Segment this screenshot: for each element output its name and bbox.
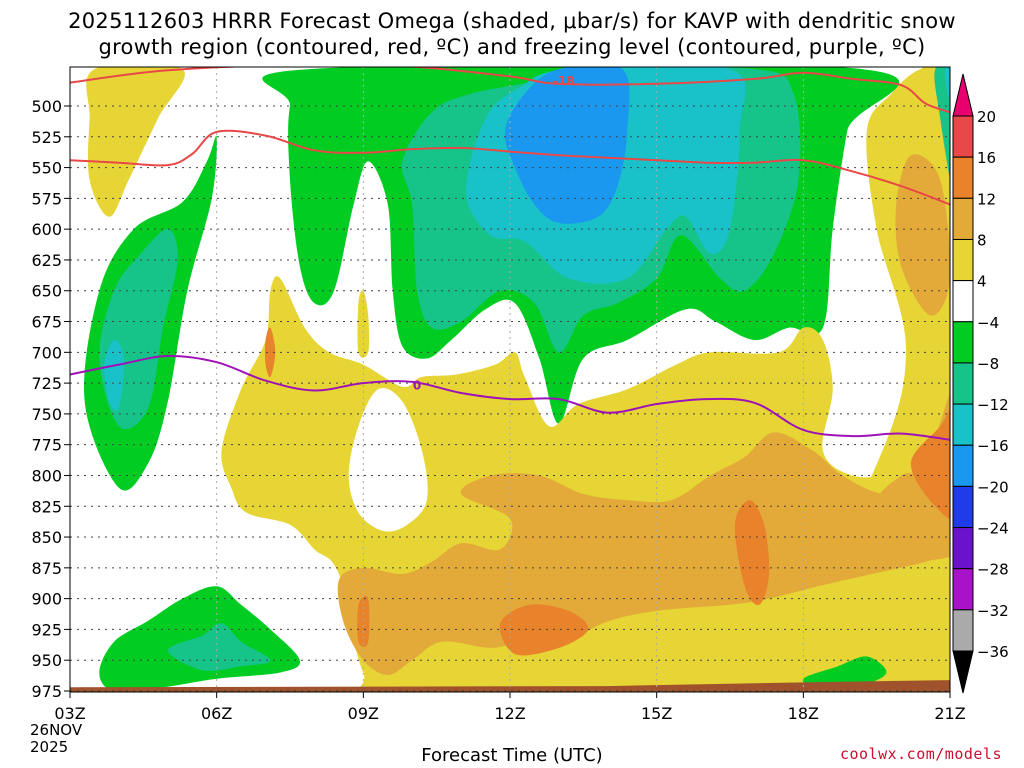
band-orange-right-upper bbox=[895, 154, 950, 316]
y-tick-label-550: 550 bbox=[31, 159, 62, 178]
band-cyan-left-column bbox=[104, 339, 124, 411]
y-tick-label-850: 850 bbox=[31, 528, 62, 547]
y-axis: 500 525 550 575 600 625 650 675 700 725 750 775 800 8… bbox=[31, 97, 70, 701]
y-tick-label-825: 825 bbox=[31, 497, 62, 516]
colorbar-label-7: −12 bbox=[977, 396, 1009, 414]
colorbar: 20 16 12 8 4 −4 −8 −12 −16 −20 −24 −28 −32 −36 bbox=[952, 73, 1009, 694]
title-line-2: growth region (contoured, red, ºC) and f… bbox=[98, 35, 926, 59]
dgz-lower-contour bbox=[70, 129, 950, 206]
colorbar-band-6 bbox=[952, 362, 974, 405]
freezing-level-label: 0 bbox=[413, 378, 421, 392]
x-axis: 03Z 06Z 09Z 12Z 15Z 18Z 21Z bbox=[54, 692, 966, 723]
colorbar-label-12: −32 bbox=[977, 602, 1009, 620]
band-teal-bottom-left bbox=[167, 623, 271, 671]
contour-lines: 0 -18 bbox=[70, 67, 950, 441]
y-tick-label-800: 800 bbox=[31, 466, 62, 485]
chart-title: 2025112603 HRRR Forecast Omega (shaded, … bbox=[0, 8, 1024, 60]
band-white-hole-center bbox=[348, 388, 428, 532]
start-date-label: 26NOV 2025 bbox=[30, 722, 82, 756]
colorbar-band-0 bbox=[952, 115, 974, 158]
y-tick-label-700: 700 bbox=[31, 343, 62, 362]
x-tick-label-21Z: 21Z bbox=[934, 704, 965, 723]
y-tick-label-525: 525 bbox=[31, 128, 62, 147]
colorbar-label-11: −28 bbox=[977, 561, 1009, 579]
y-tick-label-750: 750 bbox=[31, 405, 62, 424]
colorbar-band-8 bbox=[952, 444, 974, 487]
grid-lines bbox=[70, 67, 950, 692]
colorbar-label-9: −20 bbox=[977, 478, 1009, 496]
y-tick-label-950: 950 bbox=[31, 651, 62, 670]
colorbar-label-2: 12 bbox=[977, 190, 996, 208]
dgz-upper-contour bbox=[70, 67, 950, 114]
band-orange-center-bottom bbox=[337, 432, 950, 675]
colorbar-band-7 bbox=[952, 403, 974, 446]
colorbar-band-12 bbox=[952, 609, 974, 652]
y-tick-label-900: 900 bbox=[31, 590, 62, 609]
x-axis-title: Forecast Time (UTC) bbox=[421, 745, 603, 766]
colorbar-band-11 bbox=[952, 568, 974, 611]
y-tick-label-500: 500 bbox=[31, 97, 62, 116]
x-tick-label-03Z: 03Z bbox=[54, 704, 85, 723]
y-tick-label-600: 600 bbox=[31, 220, 62, 239]
band-dark-orange-low-blob bbox=[499, 604, 589, 656]
colorbar-label-5: −4 bbox=[977, 314, 999, 332]
colorbar-band-3 bbox=[952, 238, 974, 282]
band-orange-small-strip bbox=[264, 327, 276, 378]
band-dark-orange-right-blob bbox=[910, 408, 950, 520]
colorbar-label-0: 20 bbox=[977, 108, 996, 126]
colorbar-label-3: 8 bbox=[977, 231, 987, 249]
colorbar-top-arrow bbox=[952, 73, 974, 117]
x-tick-label-09Z: 09Z bbox=[348, 704, 379, 723]
x-tick-label-15Z: 15Z bbox=[641, 704, 672, 723]
y-tick-label-675: 675 bbox=[31, 313, 62, 332]
colorbar-band-4 bbox=[952, 280, 974, 323]
omega-shading bbox=[70, 67, 950, 692]
start-date-year: 2025 bbox=[30, 738, 69, 756]
band-blue-upper-center bbox=[504, 67, 630, 224]
y-tick-label-925: 925 bbox=[31, 620, 62, 639]
colorbar-label-4: 4 bbox=[977, 273, 987, 291]
colorbar-band-5 bbox=[952, 321, 974, 364]
x-tick-label-06Z: 06Z bbox=[201, 704, 232, 723]
colorbar-label-10: −24 bbox=[977, 520, 1009, 538]
y-tick-label-650: 650 bbox=[31, 282, 62, 301]
y-tick-label-725: 725 bbox=[31, 374, 62, 393]
ground-terrain bbox=[70, 680, 950, 692]
band-yellow-small-spot bbox=[357, 290, 370, 358]
credit-link[interactable]: coolwx.com/models bbox=[839, 745, 1002, 763]
colorbar-band-1 bbox=[952, 156, 974, 199]
colorbar-label-13: −36 bbox=[977, 643, 1009, 661]
band-teal-right-edge bbox=[934, 67, 950, 180]
colorbar-label-6: −8 bbox=[977, 355, 999, 373]
y-tick-label-625: 625 bbox=[31, 251, 62, 270]
title-line-1: 2025112603 HRRR Forecast Omega (shaded, … bbox=[68, 9, 956, 33]
colorbar-band-2 bbox=[952, 197, 974, 240]
y-tick-label-875: 875 bbox=[31, 559, 62, 578]
colorbar-band-10 bbox=[952, 527, 974, 570]
y-tick-label-775: 775 bbox=[31, 436, 62, 455]
freezing-level-contour bbox=[70, 354, 950, 441]
colorbar-band-9 bbox=[952, 485, 974, 529]
dgz-contour-label: -18 bbox=[553, 74, 575, 88]
colorbar-bottom-arrow bbox=[952, 650, 974, 694]
x-tick-label-18Z: 18Z bbox=[788, 704, 819, 723]
y-tick-label-975: 975 bbox=[31, 682, 62, 701]
y-tick-label-575: 575 bbox=[31, 189, 62, 208]
band-green-bottom-right bbox=[802, 656, 887, 688]
start-date-day: 26NOV bbox=[30, 721, 83, 739]
colorbar-label-8: −16 bbox=[977, 437, 1009, 455]
band-blue-right-edge bbox=[944, 67, 950, 106]
x-tick-label-12Z: 12Z bbox=[494, 704, 525, 723]
band-dark-orange-mid-blob bbox=[734, 500, 770, 606]
colorbar-label-1: 16 bbox=[977, 149, 996, 167]
band-yellow-top-left bbox=[86, 67, 185, 217]
band-dark-orange-tiny bbox=[357, 595, 370, 647]
